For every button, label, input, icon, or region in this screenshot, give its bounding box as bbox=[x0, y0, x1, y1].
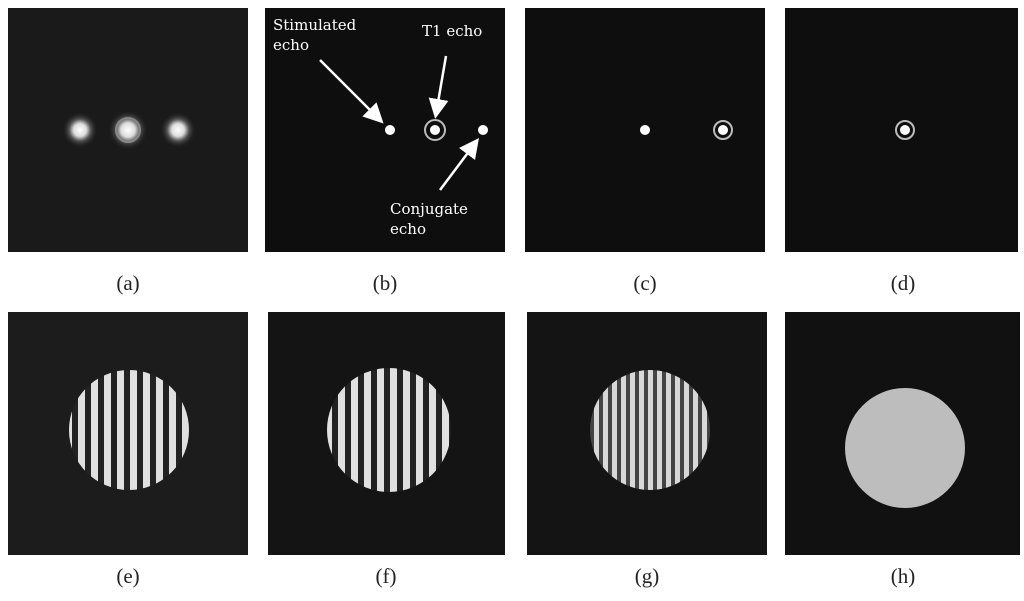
phantom bbox=[845, 388, 965, 508]
phantom bbox=[69, 370, 189, 490]
phantom bbox=[327, 368, 451, 492]
phantom bbox=[590, 370, 710, 490]
annotation: T1 echo bbox=[422, 22, 482, 40]
panel-label: (d) bbox=[891, 271, 916, 295]
panel-label: (b) bbox=[373, 271, 398, 295]
figure: Stimulatedecho T1 echo Conjugateecho (a)… bbox=[0, 0, 1024, 601]
panel-label: (h) bbox=[891, 564, 916, 588]
panel-label: (g) bbox=[635, 564, 660, 588]
panel-label: (f) bbox=[376, 564, 397, 588]
panel-label: (c) bbox=[633, 271, 656, 295]
panel-label: (a) bbox=[116, 271, 139, 295]
panel-label: (e) bbox=[116, 564, 139, 588]
